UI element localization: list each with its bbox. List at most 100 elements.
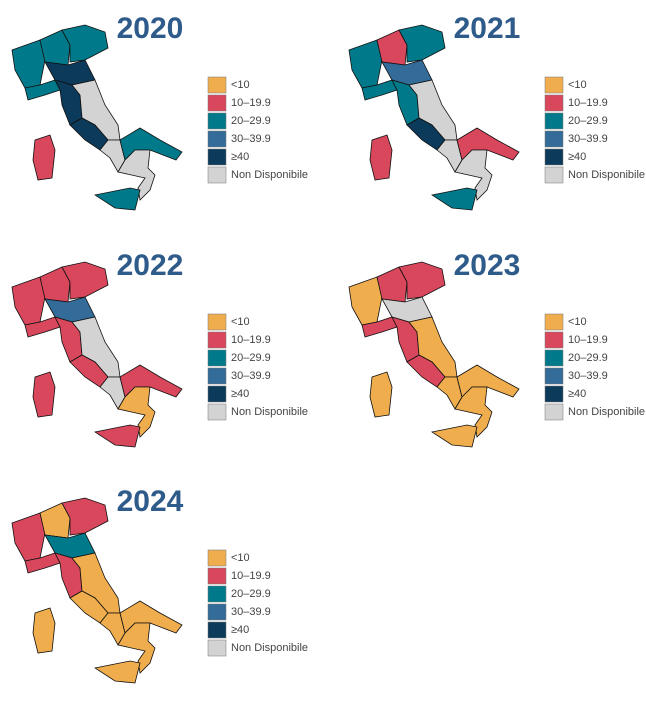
region — [376, 29, 408, 66]
map-panel: 2023 <10 10–19.9 20–29.9 30–39.9 ≥40 Non Dispo… — [348, 249, 645, 448]
region — [93, 187, 141, 211]
legend-swatch — [207, 130, 227, 148]
region — [376, 266, 408, 303]
region — [11, 276, 46, 326]
legend-swatch — [207, 331, 227, 349]
legend-label: 30–39.9 — [568, 370, 608, 382]
legend-swatch — [544, 76, 564, 94]
legend-label: 20–29.9 — [568, 115, 608, 127]
map-panel: 2021 <10 10–19.9 20–29.9 30–39.9 ≥40 Non Dispo… — [348, 12, 645, 211]
region — [93, 660, 141, 684]
legend-label: Non Disponibile — [231, 169, 308, 181]
year-title: 2020 — [117, 12, 184, 45]
map-panel: 2024 <10 10–19.9 20–29.9 30–39.9 ≥40 Non Dispo… — [11, 485, 308, 684]
region — [369, 371, 393, 418]
legend-swatch — [544, 385, 564, 403]
legend-swatch — [207, 148, 227, 166]
region — [93, 424, 141, 448]
region — [454, 149, 493, 201]
legend-swatch — [207, 403, 227, 421]
year-title: 2024 — [117, 485, 184, 518]
legend-swatch — [207, 112, 227, 130]
legend-swatch — [207, 585, 227, 603]
region — [369, 134, 393, 181]
region — [11, 512, 46, 562]
legend-label: 10–19.9 — [568, 334, 608, 346]
region — [32, 371, 56, 418]
legend-label: 30–39.9 — [568, 133, 608, 145]
legend-label: 10–19.9 — [231, 334, 271, 346]
legend-swatch — [207, 313, 227, 331]
region — [430, 187, 478, 211]
year-title: 2022 — [117, 249, 184, 282]
map-panel: 2022 <10 10–19.9 20–29.9 30–39.9 ≥40 Non Dispo… — [11, 249, 308, 448]
region — [61, 497, 109, 536]
region — [32, 607, 56, 654]
region — [430, 424, 478, 448]
legend-label: 10–19.9 — [231, 570, 271, 582]
region — [39, 502, 71, 539]
legend-label: 20–29.9 — [568, 352, 608, 364]
legend-label: 30–39.9 — [231, 606, 271, 618]
legend-label: <10 — [231, 316, 250, 328]
region — [117, 622, 156, 674]
region — [454, 386, 493, 438]
legend-label: ≥40 — [568, 151, 586, 163]
legend-swatch — [544, 367, 564, 385]
region — [398, 24, 446, 63]
legend-label: 10–19.9 — [231, 97, 271, 109]
legend-label: 20–29.9 — [231, 352, 271, 364]
legend-swatch — [207, 94, 227, 112]
legend-label: 20–29.9 — [231, 115, 271, 127]
legend-swatch — [207, 549, 227, 567]
year-title: 2021 — [454, 12, 521, 45]
legend-label: ≥40 — [568, 388, 586, 400]
legend-label: 30–39.9 — [231, 133, 271, 145]
legend-label: <10 — [231, 552, 250, 564]
legend-swatch — [207, 385, 227, 403]
legend-label: Non Disponibile — [568, 169, 645, 181]
region — [348, 276, 383, 326]
legend-swatch — [544, 166, 564, 184]
legend-label: 30–39.9 — [231, 370, 271, 382]
legend-label: <10 — [231, 79, 250, 91]
legend-swatch — [207, 567, 227, 585]
legend-swatch — [544, 331, 564, 349]
legend-label: ≥40 — [231, 151, 249, 163]
region — [117, 386, 156, 438]
region — [39, 266, 71, 303]
legend-label: ≥40 — [231, 388, 249, 400]
map-panel: 2020 <10 10–19.9 20–29.9 30–39.9 ≥40 Non Dispo… — [11, 12, 308, 211]
region — [348, 39, 383, 89]
legend-label: Non Disponibile — [231, 642, 308, 654]
legend-swatch — [544, 313, 564, 331]
legend-label: Non Disponibile — [568, 406, 645, 418]
legend-swatch — [544, 112, 564, 130]
legend-swatch — [207, 166, 227, 184]
legend-label: ≥40 — [231, 624, 249, 636]
legend-swatch — [207, 639, 227, 657]
legend-label: <10 — [568, 316, 587, 328]
legend-swatch — [207, 603, 227, 621]
region — [61, 261, 109, 300]
region — [117, 149, 156, 201]
legend-swatch — [207, 349, 227, 367]
region — [398, 261, 446, 300]
region — [11, 39, 46, 89]
legend-swatch — [544, 94, 564, 112]
legend-swatch — [544, 130, 564, 148]
legend-swatch — [207, 76, 227, 94]
legend-label: 20–29.9 — [231, 588, 271, 600]
region — [61, 24, 109, 63]
legend-swatch — [544, 349, 564, 367]
region — [39, 29, 71, 66]
legend-label: 10–19.9 — [568, 97, 608, 109]
legend-swatch — [544, 148, 564, 166]
legend-label: <10 — [568, 79, 587, 91]
legend-swatch — [207, 367, 227, 385]
legend-label: Non Disponibile — [231, 406, 308, 418]
region — [32, 134, 56, 181]
legend-swatch — [207, 621, 227, 639]
year-title: 2023 — [454, 249, 521, 282]
